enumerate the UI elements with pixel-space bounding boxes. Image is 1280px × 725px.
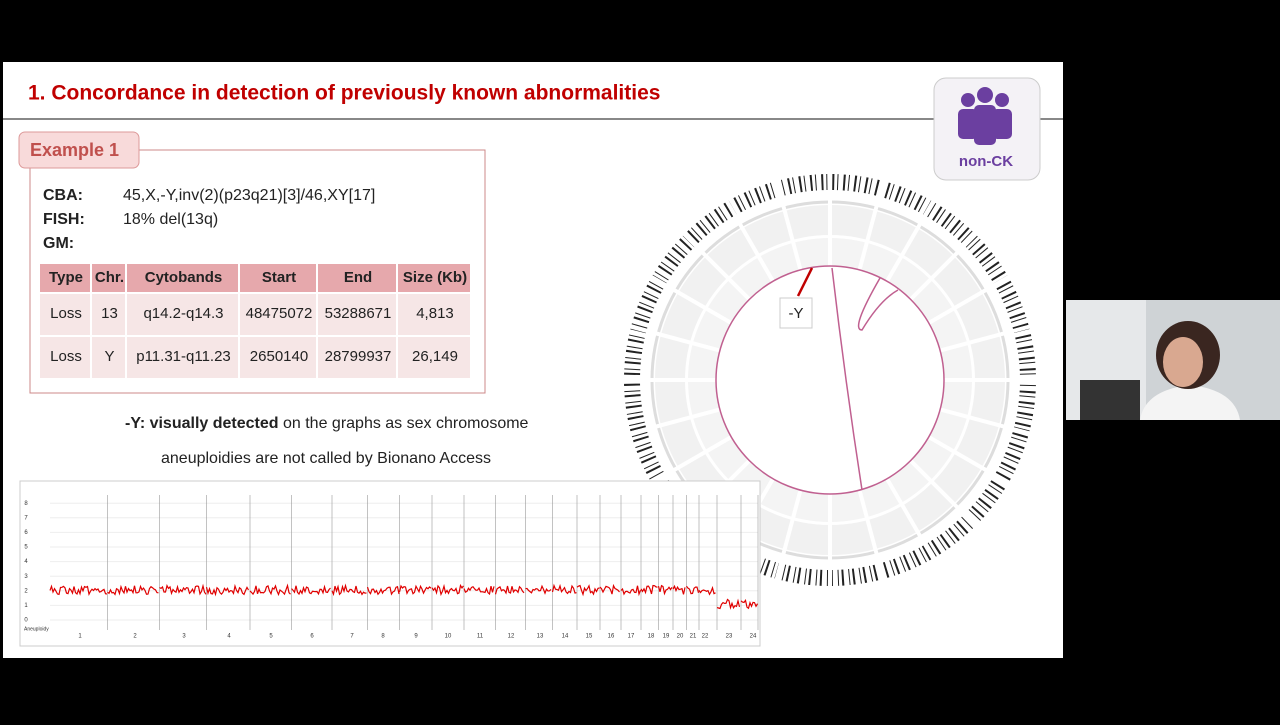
- finding-value: 45,X,-Y,inv(2)(p23q21)[3]/46,XY[17]: [123, 187, 375, 204]
- table-text: q14.2-q14.3: [143, 305, 223, 322]
- table-text: 26,149: [412, 348, 458, 365]
- note-line1: -Y: visually detected on the graphs as s…: [125, 415, 529, 432]
- x-tick-label: 23: [726, 634, 733, 640]
- x-tick-label: 22: [702, 634, 709, 640]
- x-tick-label: 21: [690, 634, 697, 640]
- x-tick-label: 12: [508, 634, 515, 640]
- note-bold: -Y: visually detected: [125, 415, 279, 432]
- aneuploidy-plot: [20, 481, 760, 646]
- slide-title: 1. Concordance in detection of previousl…: [28, 82, 660, 105]
- x-tick-label: 18: [648, 634, 655, 640]
- table-text: Y: [104, 348, 114, 365]
- people-icon: [958, 87, 1012, 145]
- x-tick-label: 14: [562, 634, 569, 640]
- y-axis-label: Aneuploidy: [24, 626, 49, 632]
- table-text: 48475072: [246, 305, 313, 322]
- screen: 1. Concordance in detection of previousl…: [0, 0, 1280, 720]
- table-text: Loss: [50, 305, 82, 322]
- circos-label: -Y: [789, 305, 804, 322]
- note-rest: on the graphs as sex chromosome: [283, 415, 529, 432]
- finding-label: FISH:: [43, 211, 85, 228]
- x-tick-label: 10: [445, 634, 452, 640]
- x-tick-label: 20: [677, 634, 684, 640]
- x-tick-label: 24: [750, 634, 757, 640]
- header-text: Type: [49, 269, 83, 286]
- person-face: [1163, 337, 1203, 387]
- x-tick-label: 17: [628, 634, 635, 640]
- header-text: Cytobands: [145, 269, 223, 286]
- x-tick-label: 11: [477, 634, 484, 640]
- header-text: Chr.: [95, 269, 124, 286]
- video-desk: [1080, 380, 1140, 420]
- x-tick-label: 15: [586, 634, 593, 640]
- table-text: 4,813: [416, 305, 454, 322]
- finding-label: GM:: [43, 235, 74, 252]
- note-line2: aneuploidies are not called by Bionano A…: [161, 450, 491, 467]
- badge-label: non-CK: [959, 153, 1013, 170]
- finding-value: 18% del(13q): [123, 211, 218, 228]
- table-text: 2650140: [250, 348, 308, 365]
- header-text: Size (Kb): [403, 269, 467, 286]
- table-text: Loss: [50, 348, 82, 365]
- finding-label: CBA:: [43, 187, 83, 204]
- x-tick-label: 16: [608, 634, 615, 640]
- x-tick-label: 13: [537, 634, 544, 640]
- header-text: End: [344, 269, 372, 286]
- table-text: 28799937: [325, 348, 392, 365]
- header-text: Start: [262, 269, 296, 286]
- example-label: Example 1: [30, 140, 119, 160]
- table-text: p11.31-q11.23: [136, 348, 231, 365]
- table-text: 13: [101, 305, 118, 322]
- table-text: 53288671: [325, 305, 392, 322]
- x-tick-label: 19: [663, 634, 670, 640]
